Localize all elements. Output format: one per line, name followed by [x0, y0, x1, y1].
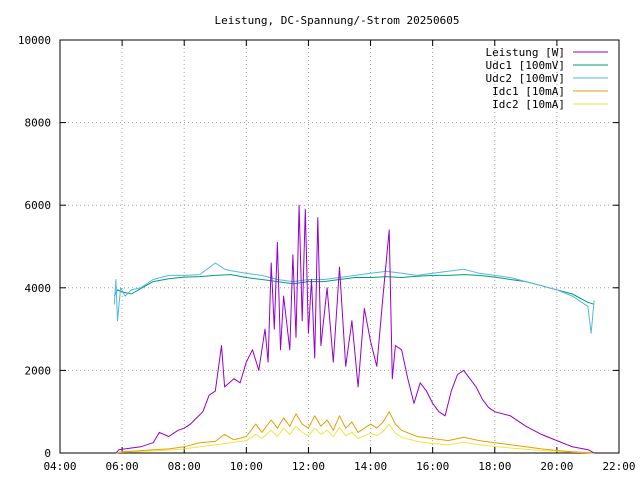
x-tick-label: 20:00 [540, 460, 573, 473]
legend-label: Udc2 [100mV] [486, 72, 565, 85]
legend: Leistung [W]Udc1 [100mV]Udc2 [100mV]Idc1… [486, 46, 608, 111]
x-tick-label: 12:00 [292, 460, 325, 473]
series-line [113, 274, 595, 305]
x-tick-label: 18:00 [478, 460, 511, 473]
y-tick-label: 8000 [25, 117, 52, 130]
x-tick-label: 16:00 [416, 460, 449, 473]
series-line [113, 262, 595, 334]
series-line [115, 423, 595, 454]
chart-title: Leistung, DC-Spannung/-Strom 20250605 [214, 14, 459, 27]
y-tick-label: 2000 [25, 364, 52, 377]
grid [60, 40, 619, 453]
x-tick-label: 04:00 [43, 460, 76, 473]
x-tick-label: 06:00 [106, 460, 139, 473]
series-lines [113, 204, 595, 454]
x-tick-label: 14:00 [354, 460, 387, 473]
y-tick-label: 6000 [25, 199, 52, 212]
y-tick-label: 4000 [25, 282, 52, 295]
series-line [115, 411, 595, 454]
x-tick-label: 22:00 [602, 460, 635, 473]
series-line [115, 204, 595, 454]
legend-label: Idc2 [10mA] [492, 98, 565, 111]
legend-label: Leistung [W] [486, 46, 565, 59]
legend-label: Idc1 [10mA] [492, 85, 565, 98]
y-tick-label: 10000 [18, 34, 51, 47]
x-tick-label: 10:00 [230, 460, 263, 473]
legend-label: Udc1 [100mV] [486, 59, 565, 72]
y-tick-label: 0 [44, 447, 51, 460]
plot-frame [59, 39, 620, 454]
axes: 04:00 06:00 08:00 10:00 12:00 14:00 16:00 18:00… [18, 34, 636, 473]
x-tick-label: 08:00 [168, 460, 201, 473]
